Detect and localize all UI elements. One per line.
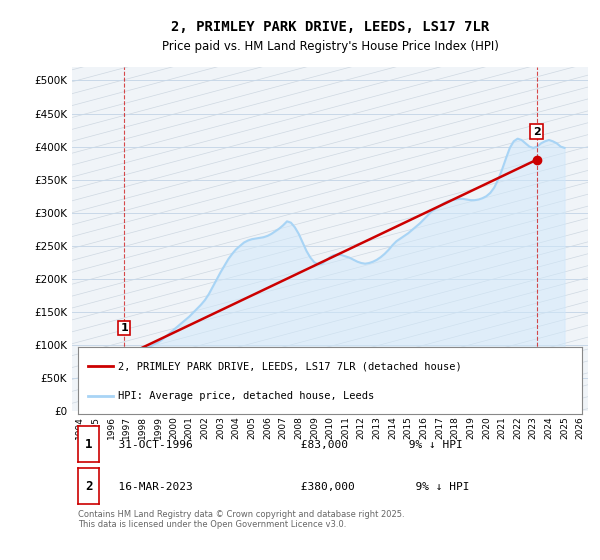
Text: 2: 2 (85, 480, 92, 493)
Text: 16-MAR-2023                £380,000         9% ↓ HPI: 16-MAR-2023 £380,000 9% ↓ HPI (105, 482, 470, 492)
Text: Contains HM Land Registry data © Crown copyright and database right 2025.
This d: Contains HM Land Registry data © Crown c… (78, 510, 404, 529)
Text: 2, PRIMLEY PARK DRIVE, LEEDS, LS17 7LR (detached house): 2, PRIMLEY PARK DRIVE, LEEDS, LS17 7LR (… (118, 361, 462, 371)
Text: HPI: Average price, detached house, Leeds: HPI: Average price, detached house, Leed… (118, 390, 374, 400)
Text: 1: 1 (85, 438, 92, 451)
Text: Price paid vs. HM Land Registry's House Price Index (HPI): Price paid vs. HM Land Registry's House … (161, 40, 499, 53)
Text: 2, PRIMLEY PARK DRIVE, LEEDS, LS17 7LR: 2, PRIMLEY PARK DRIVE, LEEDS, LS17 7LR (171, 20, 489, 34)
Text: 2: 2 (533, 127, 541, 137)
Text: 31-OCT-1996                £83,000         9% ↓ HPI: 31-OCT-1996 £83,000 9% ↓ HPI (105, 440, 463, 450)
Text: 1: 1 (120, 323, 128, 333)
